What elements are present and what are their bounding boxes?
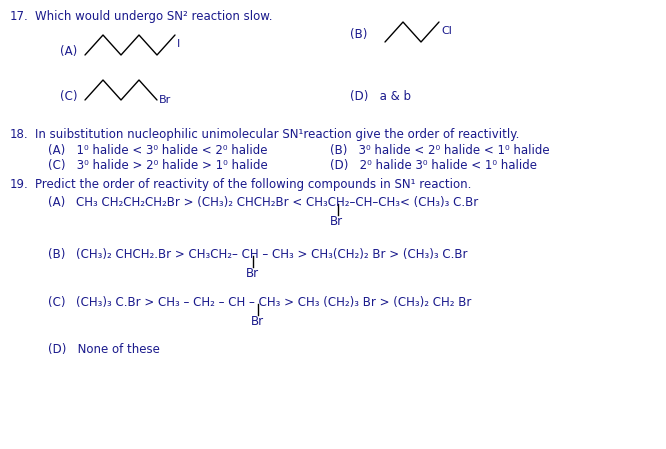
Text: (D)   a & b: (D) a & b — [350, 90, 411, 103]
Text: (CH₃)₂ CHCH₂.Br > CH₃CH₂– CH – CH₃ > CH₃(CH₂)₂ Br > (CH₃)₃ C.Br: (CH₃)₂ CHCH₂.Br > CH₃CH₂– CH – CH₃ > CH₃… — [76, 248, 468, 261]
Text: (B): (B) — [48, 248, 65, 261]
Text: I: I — [177, 39, 180, 49]
Text: (D)   2⁰ halide 3⁰ halide < 1⁰ halide: (D) 2⁰ halide 3⁰ halide < 1⁰ halide — [330, 159, 537, 172]
Text: 17.: 17. — [10, 10, 29, 23]
Text: In suibstitution nucleophilic unimolecular SN¹reaction give the order of reactiv: In suibstitution nucleophilic unimolecul… — [35, 128, 519, 141]
Text: (B): (B) — [350, 28, 368, 41]
Text: Br: Br — [246, 267, 259, 280]
Text: Br: Br — [330, 215, 343, 228]
Text: 19.: 19. — [10, 178, 29, 191]
Text: Cl: Cl — [441, 26, 452, 36]
Text: Which would undergo SN² reaction slow.: Which would undergo SN² reaction slow. — [35, 10, 272, 23]
Text: CH₃ CH₂CH₂CH₂Br > (CH₃)₂ CHCH₂Br < CH₃CH₂–CH–CH₃< (CH₃)₃ C.Br: CH₃ CH₂CH₂CH₂Br > (CH₃)₂ CHCH₂Br < CH₃CH… — [76, 196, 478, 209]
Text: (A): (A) — [60, 45, 77, 58]
Text: (A)   1⁰ halide < 3⁰ halide < 2⁰ halide: (A) 1⁰ halide < 3⁰ halide < 2⁰ halide — [48, 144, 268, 157]
Text: (D)   None of these: (D) None of these — [48, 343, 160, 356]
Text: (CH₃)₃ C.Br > CH₃ – CH₂ – CH – CH₃ > CH₃ (CH₂)₃ Br > (CH₃)₂ CH₂ Br: (CH₃)₃ C.Br > CH₃ – CH₂ – CH – CH₃ > CH₃… — [76, 296, 472, 309]
Text: (C)   3⁰ halide > 2⁰ halide > 1⁰ halide: (C) 3⁰ halide > 2⁰ halide > 1⁰ halide — [48, 159, 268, 172]
Text: (B)   3⁰ halide < 2⁰ halide < 1⁰ halide: (B) 3⁰ halide < 2⁰ halide < 1⁰ halide — [330, 144, 549, 157]
Text: Br: Br — [251, 315, 264, 328]
Text: (C): (C) — [48, 296, 65, 309]
Text: 18.: 18. — [10, 128, 29, 141]
Text: (A): (A) — [48, 196, 65, 209]
Text: (C): (C) — [60, 90, 77, 103]
Text: Br: Br — [159, 95, 171, 105]
Text: Predict the order of reactivity of the following compounds in SN¹ reaction.: Predict the order of reactivity of the f… — [35, 178, 472, 191]
